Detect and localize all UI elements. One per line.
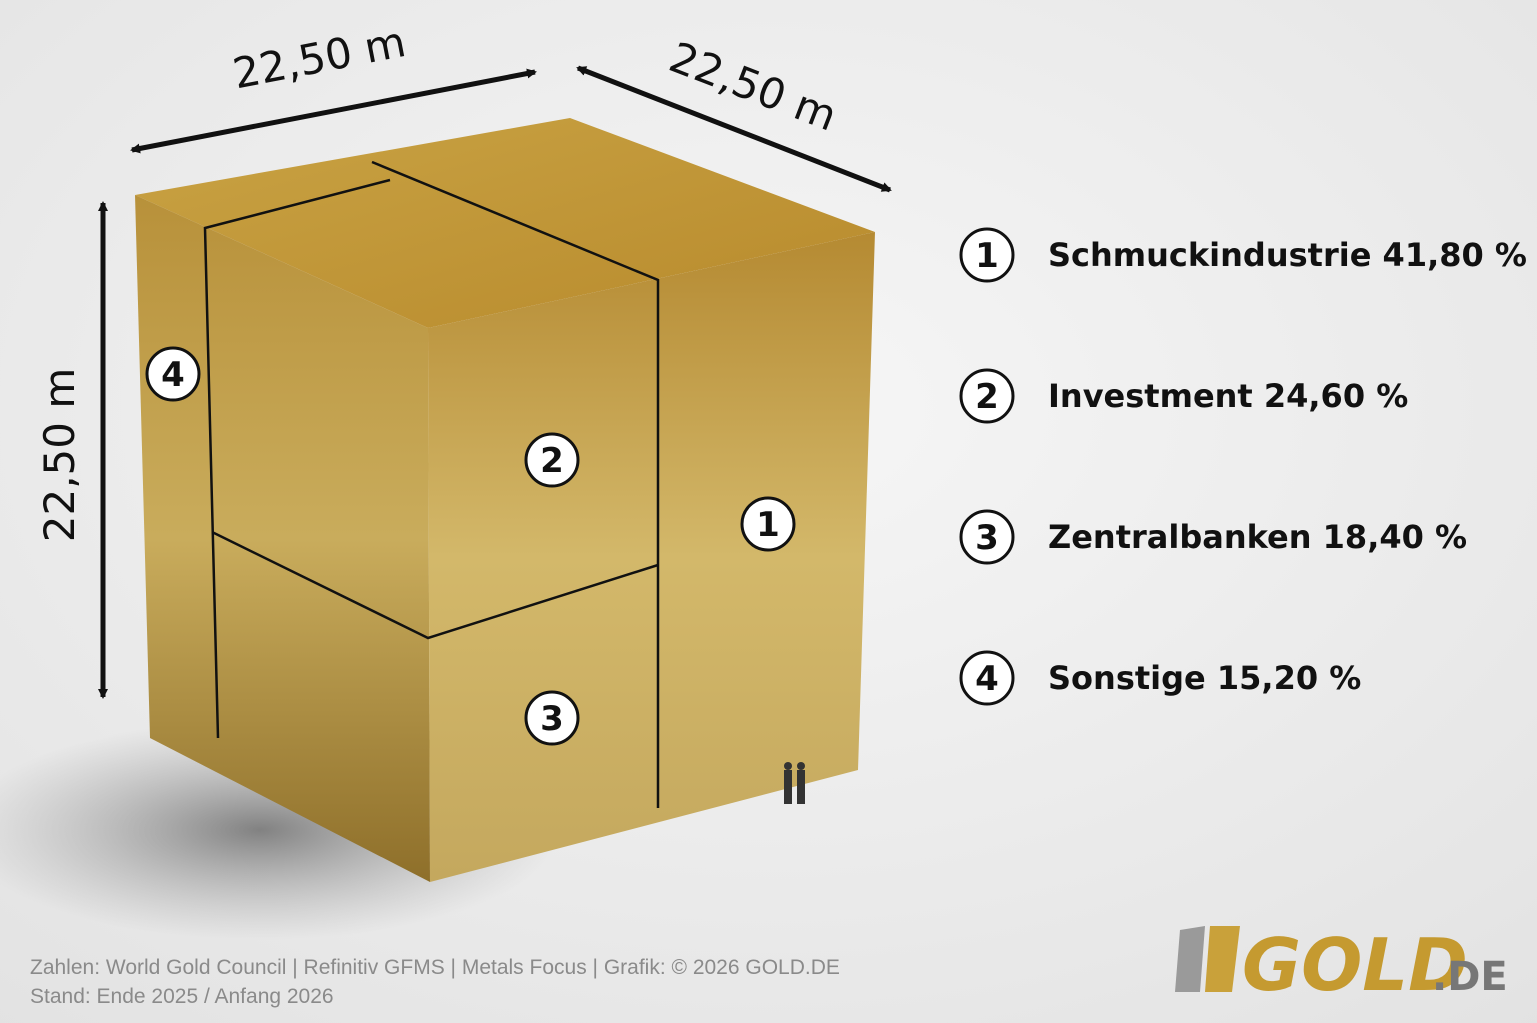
cube-badge bbox=[740, 496, 796, 552]
legend-label: Schmuckindustrie 41,80 % bbox=[1048, 236, 1527, 274]
cube-badge bbox=[145, 346, 201, 402]
legend-label: Sonstige 15,20 % bbox=[1048, 659, 1361, 697]
cube-badge bbox=[524, 432, 580, 488]
legend-badge bbox=[959, 509, 1015, 565]
footer-sources: Zahlen: World Gold Council | Refinitiv G… bbox=[30, 956, 840, 979]
legend-badge-number: 4 bbox=[975, 659, 999, 699]
cube-badge-number: 3 bbox=[540, 699, 564, 739]
legend-badge-number: 3 bbox=[975, 518, 999, 558]
cube-badge bbox=[524, 690, 580, 746]
logo-suffix: .DE bbox=[1432, 954, 1508, 1000]
section-lines bbox=[203, 160, 660, 808]
logo: GOLD .DE bbox=[1175, 923, 1508, 1007]
footer-date: Stand: Ende 2025 / Anfang 2026 bbox=[30, 985, 334, 1008]
legend-badge-number: 2 bbox=[975, 377, 999, 417]
logo-main: GOLD bbox=[1242, 923, 1468, 1007]
legend-label: Zentralbanken 18,40 % bbox=[1048, 518, 1467, 556]
legend-badge bbox=[959, 650, 1015, 706]
legend: 1 Schmuckindustrie 41,80 % 2 Investment 24,… bbox=[959, 227, 1527, 706]
legend-badge-number: 1 bbox=[975, 236, 999, 276]
cube-badge-number: 4 bbox=[161, 355, 185, 395]
legend-label: Investment 24,60 % bbox=[1048, 377, 1408, 415]
legend-badge bbox=[959, 227, 1015, 283]
height-label: 22,50 m bbox=[35, 368, 84, 543]
dimension-arrows bbox=[98, 65, 892, 699]
cube-badge-number: 1 bbox=[756, 505, 780, 545]
people bbox=[784, 762, 805, 804]
cube-numbers: 1 2 3 4 bbox=[145, 346, 796, 746]
cube-badge-number: 2 bbox=[540, 441, 564, 481]
legend-badge bbox=[959, 368, 1015, 424]
